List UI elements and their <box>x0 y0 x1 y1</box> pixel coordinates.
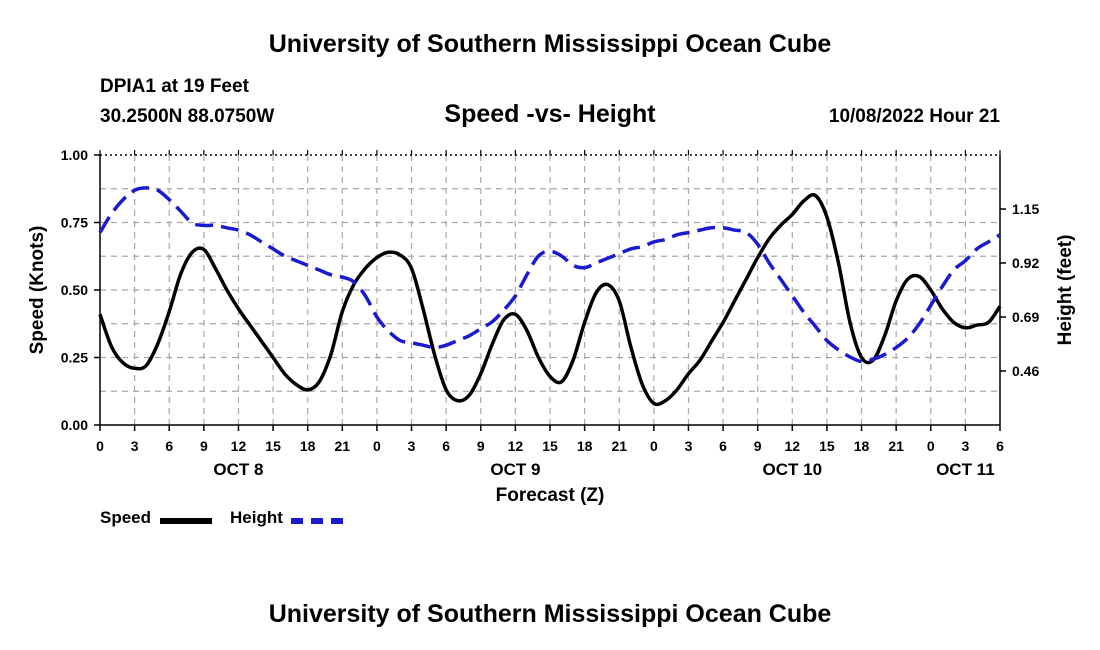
x-tick-label: 0 <box>96 438 104 454</box>
x-tick-label: 15 <box>542 438 558 454</box>
x-tick-label: 6 <box>719 438 727 454</box>
x-tick-label: 0 <box>373 438 381 454</box>
x-tick-label: 18 <box>854 438 870 454</box>
chart-title: Speed -vs- Height <box>444 100 656 128</box>
y-tick-label: 1.00 <box>61 147 88 163</box>
day-label: OCT 10 <box>763 460 823 479</box>
x-tick-label: 0 <box>650 438 658 454</box>
y2-tick-label: 1.15 <box>1012 201 1039 217</box>
x-tick-label: 9 <box>200 438 208 454</box>
x-tick-label: 21 <box>335 438 351 454</box>
y2-tick-label: 0.69 <box>1012 309 1039 325</box>
x-tick-label: 21 <box>888 438 904 454</box>
x-tick-label: 12 <box>231 438 247 454</box>
y-axis-label: Speed (Knots) <box>27 226 48 355</box>
x-tick-label: 15 <box>819 438 835 454</box>
series-line-height <box>98 186 1001 364</box>
series-line-speed <box>98 193 1002 407</box>
x-tick-label: 21 <box>611 438 627 454</box>
x-tick-label: 3 <box>131 438 139 454</box>
y2-tick-label: 0.92 <box>1012 255 1039 271</box>
day-label: OCT 9 <box>490 460 540 479</box>
legend-speed-line <box>160 518 212 524</box>
y-tick-label: 0.25 <box>61 350 88 366</box>
x-tick-label: 6 <box>165 438 173 454</box>
x-tick-label: 9 <box>754 438 762 454</box>
legend-speed-label: Speed <box>100 508 152 527</box>
x-tick-label: 3 <box>685 438 693 454</box>
legend-height-line <box>291 518 343 524</box>
y2-axis-label: Height (feet) <box>1055 235 1076 346</box>
day-label: OCT 11 <box>936 460 995 479</box>
day-label: OCT 8 <box>213 460 263 479</box>
x-tick-label: 3 <box>408 438 416 454</box>
x-tick-label: 15 <box>265 438 281 454</box>
legend-height-label: Height <box>230 508 283 527</box>
footer-title: University of Southern Mississippi Ocean… <box>268 600 832 628</box>
x-axis-label: Forecast (Z) <box>496 485 605 506</box>
main-title: University of Southern Mississippi Ocean… <box>268 30 832 58</box>
x-tick-label: 12 <box>508 438 524 454</box>
y2-tick-label: 0.46 <box>1012 363 1039 379</box>
x-tick-label: 18 <box>300 438 316 454</box>
x-tick-label: 6 <box>996 438 1004 454</box>
coordinates-label: 30.2500N 88.0750W <box>100 106 275 127</box>
y-tick-label: 0.50 <box>61 282 88 298</box>
x-tick-label: 9 <box>477 438 485 454</box>
x-tick-label: 6 <box>442 438 450 454</box>
date-hour-label: 10/08/2022 Hour 21 <box>828 106 1000 127</box>
x-tick-label: 3 <box>961 438 969 454</box>
x-tick-label: 0 <box>927 438 935 454</box>
y-tick-label: 0.75 <box>61 215 88 231</box>
y-tick-label: 0.00 <box>61 417 88 433</box>
station-label: DPIA1 at 19 Feet <box>100 76 249 97</box>
x-tick-label: 18 <box>577 438 593 454</box>
x-tick-label: 12 <box>785 438 801 454</box>
